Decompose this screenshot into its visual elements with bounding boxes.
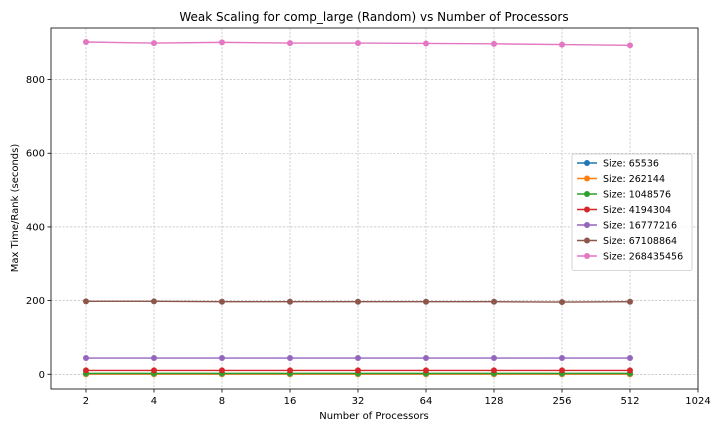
data-point xyxy=(490,355,497,362)
legend-swatch-marker xyxy=(584,191,590,197)
series-4 xyxy=(82,367,633,374)
legend-swatch-marker xyxy=(584,237,590,244)
x-tick-label: 4 xyxy=(151,396,157,407)
data-point xyxy=(218,355,225,362)
data-point xyxy=(422,367,429,374)
data-point xyxy=(626,355,633,362)
data-point xyxy=(218,367,225,374)
series-7 xyxy=(82,38,633,49)
legend-item: Size: 16777216 xyxy=(577,221,677,232)
data-point xyxy=(218,39,225,46)
data-point xyxy=(82,355,89,362)
data-point xyxy=(82,298,89,305)
data-point xyxy=(422,40,429,47)
data-point xyxy=(558,367,565,374)
legend-label: Size: 4194304 xyxy=(603,205,671,216)
x-tick-label: 2 xyxy=(83,396,89,407)
data-point xyxy=(354,40,361,47)
data-point xyxy=(82,367,89,374)
data-point xyxy=(286,355,293,362)
data-point xyxy=(354,298,361,305)
x-tick-label: 32 xyxy=(352,396,365,407)
series-layer xyxy=(82,38,633,378)
data-point xyxy=(150,40,157,47)
data-point xyxy=(626,367,633,374)
data-point xyxy=(558,299,565,306)
y-tick-label: 0 xyxy=(39,370,45,381)
x-tick-label: 256 xyxy=(552,396,571,407)
legend-swatch-marker xyxy=(584,206,590,213)
data-point xyxy=(82,38,89,45)
legend-box xyxy=(571,153,693,271)
data-point xyxy=(286,298,293,305)
legend-item: Size: 268435456 xyxy=(577,252,683,263)
x-tick-label: 512 xyxy=(620,396,639,407)
legend-label: Size: 1048576 xyxy=(603,190,671,201)
plot-frame xyxy=(50,27,699,390)
data-point xyxy=(286,40,293,47)
data-point xyxy=(558,355,565,362)
data-point xyxy=(422,355,429,362)
x-tick-label: 128 xyxy=(484,396,503,407)
legend-item: Size: 4194304 xyxy=(577,205,671,216)
legend-label: Size: 67108864 xyxy=(603,236,677,247)
x-axis-label: Number of Processors xyxy=(319,411,429,422)
legend-swatch-marker xyxy=(584,175,590,182)
data-point xyxy=(354,367,361,374)
y-tick-label: 800 xyxy=(26,75,45,86)
x-tick-label: 64 xyxy=(420,396,433,407)
x-tick-label: 1024 xyxy=(685,396,710,407)
legend-item: Size: 1048576 xyxy=(577,190,671,201)
data-point xyxy=(218,298,225,305)
legend-label: Size: 268435456 xyxy=(603,252,683,263)
data-point xyxy=(490,298,497,305)
legend-item: Size: 65536 xyxy=(577,159,659,170)
legend-item: Size: 67108864 xyxy=(577,236,677,247)
data-point xyxy=(490,40,497,47)
data-point xyxy=(422,298,429,305)
y-tick-label: 600 xyxy=(26,149,45,160)
legend-swatch-marker xyxy=(584,222,590,228)
x-tick-label: 16 xyxy=(284,396,297,407)
y-axis-label: Max Time/Rank (seconds) xyxy=(10,144,21,273)
y-tick-label: 400 xyxy=(26,222,45,233)
series-6 xyxy=(82,298,633,306)
legend-item: Size: 262144 xyxy=(577,174,665,185)
y-tick-label: 200 xyxy=(26,296,45,307)
x-tick-label: 8 xyxy=(219,396,225,407)
data-point xyxy=(490,367,497,374)
data-point xyxy=(150,367,157,374)
legend: Size: 65536 Size: 262144 Size: 1048576 Size… xyxy=(571,153,693,271)
data-point xyxy=(286,367,293,374)
legend-swatch-marker xyxy=(584,253,590,259)
data-point xyxy=(626,42,633,49)
data-point xyxy=(150,355,157,362)
legend-label: Size: 262144 xyxy=(603,174,665,185)
data-point xyxy=(354,355,361,362)
series-5 xyxy=(82,355,633,362)
data-point xyxy=(150,298,157,305)
chart-title: Weak Scaling for comp_large (Random) vs … xyxy=(179,10,568,24)
ticks: 2 4 8 16 32 64 128 256 512 1024 0 200 400 600 800 xyxy=(26,75,711,407)
data-point xyxy=(626,298,633,305)
legend-swatch-marker xyxy=(584,160,590,166)
legend-label: Size: 16777216 xyxy=(603,221,677,232)
data-point xyxy=(558,41,565,48)
legend-label: Size: 65536 xyxy=(603,159,659,170)
